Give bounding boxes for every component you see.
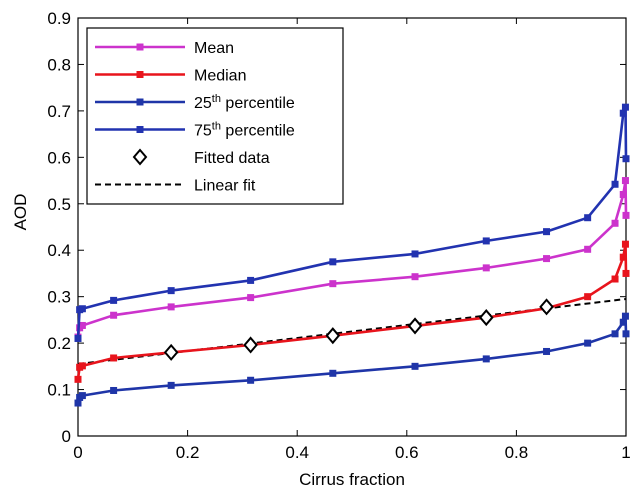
legend-marker-1 <box>136 71 144 78</box>
series-point-0 <box>411 273 419 281</box>
legend-label-3: 75th percentile <box>194 121 295 140</box>
series-point-0 <box>584 245 592 253</box>
fitted-data-point <box>163 343 179 361</box>
legend-box <box>86 27 344 205</box>
series-point-3 <box>619 109 627 117</box>
series-point-1 <box>74 375 82 383</box>
x-axis-title: Cirrus fraction <box>299 470 405 489</box>
series-point-0 <box>622 211 630 219</box>
series-point-2 <box>167 381 175 389</box>
legend-label-0: Mean <box>194 40 234 57</box>
series-point-0 <box>619 190 627 198</box>
series-point-1 <box>110 354 118 362</box>
series-point-3 <box>78 305 86 313</box>
plot-frame <box>77 17 627 437</box>
x-tick-label: 0.2 <box>176 443 200 462</box>
series-point-2 <box>78 392 86 400</box>
legend-marker-3 <box>136 126 144 133</box>
series-point-0 <box>621 177 629 185</box>
y-tick-label: 0.9 <box>47 9 71 28</box>
fitted-data-point <box>243 336 258 354</box>
series-point-1 <box>619 253 627 261</box>
y-tick-label: 0.7 <box>47 102 71 121</box>
legend-label-1: Median <box>194 68 246 85</box>
series-point-3 <box>584 214 592 222</box>
y-tick-label: 0.4 <box>47 241 71 260</box>
series-point-2 <box>247 376 255 384</box>
series-point-1 <box>611 275 619 283</box>
x-tick-label: 0.4 <box>285 443 309 462</box>
series-point-3 <box>621 103 629 111</box>
series-point-0 <box>329 280 337 288</box>
series-point-2 <box>482 355 490 363</box>
y-tick-label: 0.5 <box>47 195 71 214</box>
y-tick-label: 0 <box>62 427 71 446</box>
series-point-2 <box>329 369 337 377</box>
series-point-3 <box>611 180 619 188</box>
plot-data <box>74 103 630 407</box>
series-point-3 <box>74 334 82 342</box>
series-point-3 <box>329 258 337 266</box>
series-point-3 <box>411 250 419 258</box>
x-tick-label: 1 <box>621 443 630 462</box>
fitted-data-point <box>407 317 423 335</box>
y-axis-title: AOD <box>11 194 30 231</box>
series-point-3 <box>167 287 175 295</box>
y-tick-label: 0.6 <box>47 148 71 167</box>
legend-marker-fitted <box>132 148 148 166</box>
series-point-2 <box>622 330 630 338</box>
series-point-2 <box>619 318 627 326</box>
series-point-0 <box>611 219 619 227</box>
legend: Mean Median 25th percentile 75th percentile… <box>86 27 344 205</box>
series-point-1 <box>622 269 630 277</box>
x-tick-label: 0 <box>73 443 82 462</box>
x-tick-label: 0.6 <box>395 443 419 462</box>
series-point-2 <box>74 399 82 407</box>
series-point-0 <box>482 264 490 272</box>
series-point-2 <box>611 330 619 338</box>
series-point-1 <box>621 240 629 248</box>
x-tick-label: 0.8 <box>505 443 529 462</box>
series-line-2 <box>76 314 628 404</box>
series-point-2 <box>110 386 118 394</box>
legend-label-4: Fitted data <box>194 150 270 167</box>
legend-label-5: Linear fit <box>194 178 256 195</box>
series-point-0 <box>78 321 86 329</box>
series-point-2 <box>621 312 629 320</box>
series-point-1 <box>584 293 592 301</box>
fitted-data-point <box>478 309 494 327</box>
series-point-3 <box>482 237 490 245</box>
series-point-3 <box>110 296 118 304</box>
y-tick-label: 0.2 <box>47 334 71 353</box>
series-point-2 <box>584 339 592 347</box>
y-tick-label: 0.3 <box>47 288 71 307</box>
legend-label-2: 25th percentile <box>194 93 295 112</box>
plot-axes: 0 0.2 0.4 0.6 0.8 1 0 0.1 0.2 0.3 0.4 0.5 0.6 0.7 0.8 0… <box>47 9 630 462</box>
fitted-data-point <box>325 327 341 345</box>
legend-marker-0 <box>136 43 144 51</box>
series-point-2 <box>411 362 419 370</box>
series-point-3 <box>622 155 630 163</box>
y-tick-label: 0.8 <box>47 55 71 74</box>
y-tick-label: 0.1 <box>47 381 71 400</box>
series-point-2 <box>543 347 551 355</box>
series-point-0 <box>110 311 118 319</box>
series-point-3 <box>543 228 551 236</box>
legend-marker-2 <box>136 98 144 106</box>
series-point-0 <box>247 294 255 302</box>
series-point-0 <box>167 303 175 311</box>
series-point-0 <box>543 255 551 263</box>
series-point-3 <box>247 276 255 284</box>
fitted-data-point <box>539 298 554 316</box>
series-point-1 <box>78 362 86 370</box>
